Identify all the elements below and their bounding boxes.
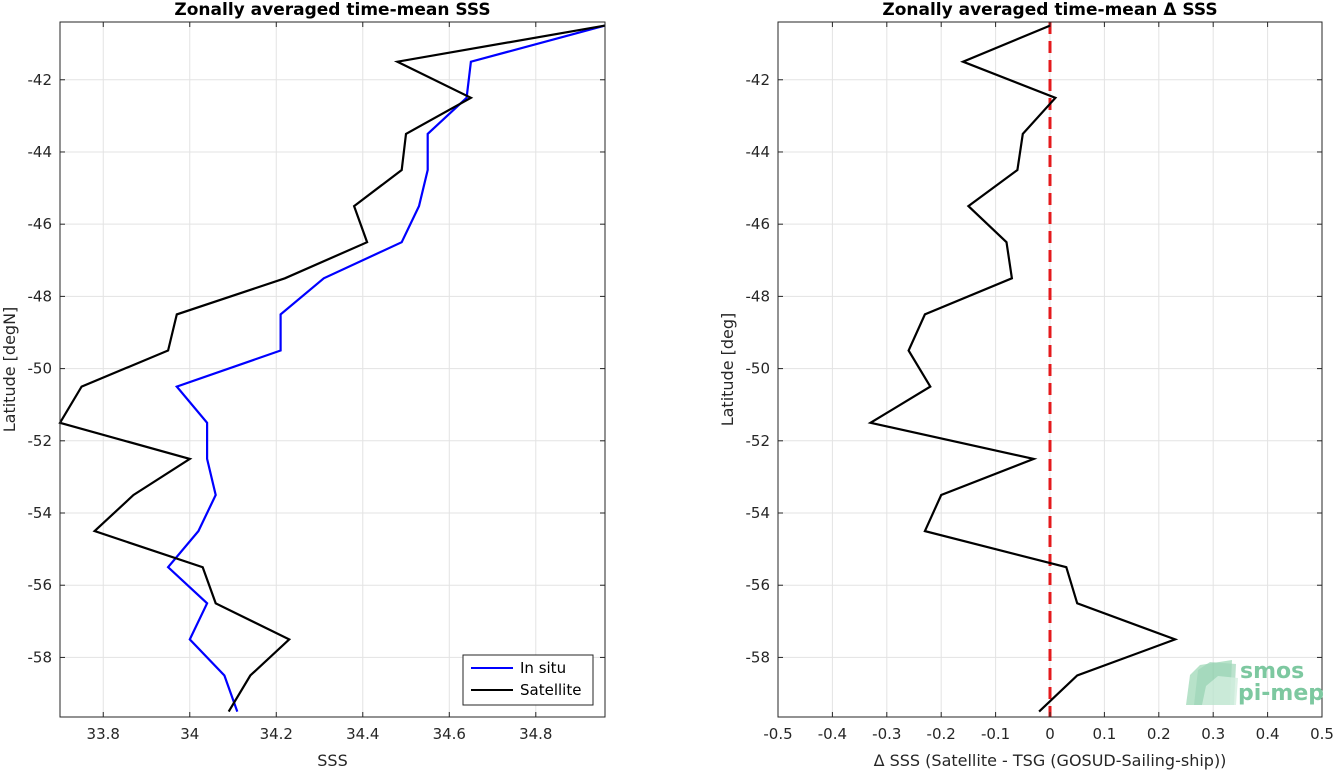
x-tick-label: 34.4 xyxy=(346,725,379,743)
x-tick-label: 0.3 xyxy=(1201,725,1225,743)
x-tick-label: 0.1 xyxy=(1092,725,1116,743)
delta-sss-panel: -0.5 -0.4 -0.3 -0.2 -0.1 0 0.1 0.2 0.3 0.4 0.5 -42 -… xyxy=(718,0,1334,770)
ticks: -0.5 -0.4 -0.3 -0.2 -0.1 0 0.1 0.2 0.3 0.4 0.5 -42 -… xyxy=(746,22,1334,743)
x-tick-label: -0.4 xyxy=(818,725,847,743)
y-tick-label: -46 xyxy=(28,215,53,233)
y-tick-label: -48 xyxy=(746,287,771,305)
x-tick-label: 0 xyxy=(1045,725,1055,743)
legend-label-satellite: Satellite xyxy=(520,681,581,699)
y-tick-label: -56 xyxy=(28,576,53,594)
x-tick-label: -0.2 xyxy=(927,725,956,743)
grid xyxy=(60,22,605,717)
x-axis-label: SSS xyxy=(317,751,347,770)
y-tick-label: -54 xyxy=(746,504,771,522)
y-tick-label: -42 xyxy=(28,71,53,89)
y-tick-label: -44 xyxy=(746,143,771,161)
x-tick-label: 33.8 xyxy=(87,725,120,743)
y-tick-label: -58 xyxy=(746,648,771,666)
series-line-in-situ xyxy=(166,24,606,712)
legend-label-in-situ: In situ xyxy=(520,659,566,677)
y-tick-label: -48 xyxy=(28,287,53,305)
plot-area xyxy=(60,22,605,717)
legend-box xyxy=(462,654,594,706)
logo-text-line1: smos xyxy=(1240,659,1304,684)
series-lines xyxy=(58,24,606,713)
x-axis-label: Δ SSS (Satellite - TSG (GOSUD-Sailing-sh… xyxy=(874,751,1227,770)
ticks: 33.8 34 34.2 34.4 34.6 34.8 -42 -44 -46 -48 -50 -52… xyxy=(28,22,605,743)
y-tick-label: -52 xyxy=(28,432,53,450)
y-tick-label: -58 xyxy=(28,648,53,666)
x-tick-label: 34 xyxy=(180,725,199,743)
logo-text-line2: pi-mep xyxy=(1238,681,1324,706)
x-tick-label: -0.1 xyxy=(981,725,1010,743)
y-axis-label: Latitude [degN] xyxy=(0,307,19,433)
y-tick-label: -44 xyxy=(28,143,53,161)
x-tick-label: -0.3 xyxy=(872,725,901,743)
y-tick-label: -42 xyxy=(746,71,771,89)
x-tick-label: 0.4 xyxy=(1256,725,1280,743)
y-tick-label: -50 xyxy=(746,360,771,378)
x-tick-label: 0.2 xyxy=(1147,725,1171,743)
x-tick-label: -0.5 xyxy=(763,725,792,743)
x-tick-label: 34.6 xyxy=(433,725,466,743)
chart-title: Zonally averaged time-mean SSS xyxy=(174,0,490,20)
series-lines xyxy=(867,22,1179,717)
wave-icon xyxy=(1186,660,1238,705)
chart-title: Zonally averaged time-mean Δ SSS xyxy=(882,0,1217,20)
x-tick-label: 34.8 xyxy=(519,725,552,743)
axes-box xyxy=(59,21,606,718)
y-axis-label: Latitude [deg] xyxy=(718,313,737,427)
y-tick-label: -50 xyxy=(28,360,53,378)
series-line-satellite xyxy=(58,24,606,713)
y-tick-label: -54 xyxy=(28,504,53,522)
y-tick-label: -52 xyxy=(746,432,771,450)
y-tick-label: -56 xyxy=(746,576,771,594)
x-tick-label: 0.5 xyxy=(1310,725,1334,743)
legend: In situ Satellite xyxy=(462,654,594,706)
x-tick-label: 34.2 xyxy=(260,725,293,743)
smos-pi-mep-logo: smos pi-mep xyxy=(1186,659,1324,706)
sss-panel: 33.8 34 34.2 34.4 34.6 34.8 -42 -44 -46 -48 -50 -52… xyxy=(0,0,606,770)
delta-sss-line xyxy=(867,24,1179,713)
y-tick-label: -46 xyxy=(746,215,771,233)
